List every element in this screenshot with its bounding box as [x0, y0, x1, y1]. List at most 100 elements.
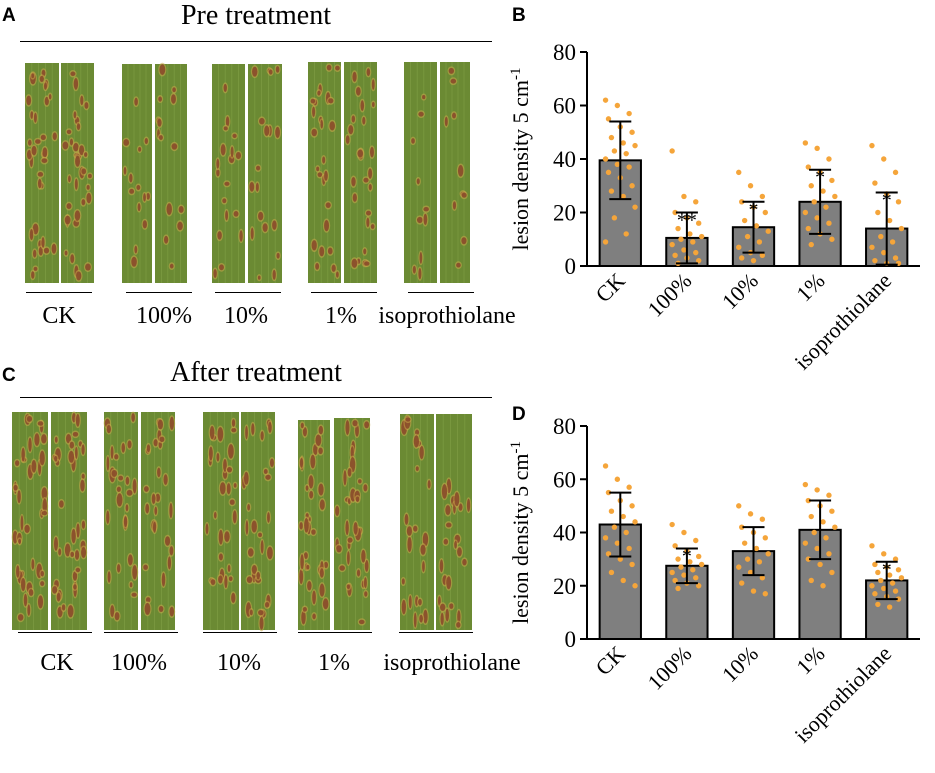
point-b-3-14 [805, 225, 812, 232]
pre-treatment-rule [20, 41, 492, 43]
point-d-3-2 [826, 492, 832, 498]
point-d-2-11 [736, 564, 742, 570]
point-b-2-0 [736, 169, 742, 176]
point-b-0-10 [623, 150, 629, 157]
point-b-2-15 [750, 257, 757, 264]
point-b-3-17 [808, 241, 814, 248]
underline-c-iso [399, 632, 473, 634]
point-d-0-18 [620, 577, 626, 584]
after-treatment-title: After treatment [170, 357, 342, 388]
point-d-3-12 [814, 545, 820, 552]
label-c-1: 1% [318, 650, 350, 676]
x-tick-label-d-2: 10% [717, 641, 763, 687]
significance-b-4: * [882, 189, 892, 211]
leaves-pre-treatment [25, 62, 470, 283]
leaf-strip-c0-1 [50, 411, 88, 630]
y-tick-label-b-2: 40 [553, 147, 576, 172]
leaf-strip-c1-0 [103, 411, 139, 630]
point-b-2-3 [739, 199, 745, 205]
point-d-1-2 [693, 537, 699, 544]
leaf-strip-c0-0 [11, 412, 49, 630]
point-d-3-16 [829, 569, 835, 576]
point-d-0-3 [605, 489, 612, 496]
significance-d-4: * [882, 559, 892, 581]
point-b-2-1 [747, 183, 754, 189]
point-b-4-10 [889, 239, 896, 245]
leaf-strip-a0-1 [61, 63, 94, 283]
point-d-3-1 [814, 487, 820, 493]
point-b-3-5 [829, 177, 835, 184]
point-b-1-13 [693, 249, 699, 256]
point-b-0-0 [602, 97, 609, 103]
point-d-2-7 [753, 545, 760, 552]
point-b-4-9 [878, 233, 884, 240]
panel-letter-a: A [2, 5, 16, 26]
point-b-0-2 [626, 110, 632, 117]
point-d-0-13 [626, 545, 632, 552]
y-tick-label-b-4: 80 [553, 40, 576, 65]
point-b-3-0 [802, 140, 809, 146]
leaf-strip-a1-0 [122, 64, 152, 283]
point-b-1-6 [675, 225, 681, 232]
label-c-10: 10% [217, 650, 261, 676]
point-d-0-15 [617, 556, 623, 562]
point-b-4-7 [886, 217, 893, 224]
point-b-3-11 [802, 209, 809, 216]
point-b-3-8 [832, 193, 838, 200]
point-d-4-7 [886, 572, 893, 578]
label-a-10: 10% [224, 303, 268, 329]
point-d-4-11 [869, 583, 875, 589]
point-d-0-12 [614, 540, 621, 546]
point-b-3-13 [826, 220, 832, 226]
point-d-4-0 [869, 543, 875, 549]
point-d-4-14 [872, 591, 878, 597]
point-b-1-10 [690, 239, 696, 245]
point-b-1-2 [693, 199, 699, 205]
underline-c-ck [18, 632, 92, 634]
x-tick-label-d-1: 100% [642, 641, 696, 695]
point-b-4-8 [898, 225, 905, 232]
point-d-2-10 [756, 559, 763, 565]
point-d-4-9 [878, 577, 884, 584]
point-b-2-7 [753, 223, 760, 229]
point-d-2-12 [747, 569, 754, 576]
y-tick-label-b-3: 60 [553, 94, 576, 119]
point-b-2-5 [762, 209, 768, 216]
leaf-strip-c1-1 [141, 412, 176, 630]
point-d-0-16 [629, 561, 635, 568]
point-d-3-18 [820, 583, 826, 589]
point-b-4-1 [881, 156, 887, 162]
leaf-strip-a3-1 [344, 62, 377, 283]
significance-d-1: * [682, 545, 692, 567]
y-axis-label-d: lesion density 5 cm-1 [508, 441, 533, 624]
point-b-0-9 [611, 148, 618, 154]
point-b-1-9 [678, 236, 684, 242]
point-b-2-10 [756, 239, 763, 245]
point-d-0-7 [620, 513, 626, 520]
point-d-4-17 [875, 601, 881, 608]
y-tick-label-b-1: 20 [553, 201, 576, 226]
point-b-0-16 [629, 183, 635, 189]
leaf-strip-c2-0 [203, 412, 239, 630]
y-tick-label-d-2: 40 [553, 521, 576, 546]
x-tick-label-d-3: 1% [791, 641, 829, 679]
point-d-3-9 [811, 529, 817, 536]
point-d-4-5 [895, 567, 902, 573]
leaf-strip-a2-0 [212, 64, 245, 283]
point-d-3-6 [808, 513, 814, 520]
y-tick-label-d-4: 80 [553, 414, 576, 439]
y-axis-label-superscript-d: -1 [508, 441, 524, 454]
point-b-0-21 [623, 231, 629, 237]
point-d-1-10 [690, 567, 696, 573]
point-d-1-9 [678, 564, 684, 570]
leaf-strip-a3-0 [308, 62, 341, 283]
point-b-1-5 [695, 220, 702, 226]
point-d-0-14 [605, 551, 612, 557]
y-axis-label-superscript-b: -1 [508, 68, 524, 81]
underline-a-1 [311, 292, 377, 294]
point-b-0-19 [632, 204, 638, 210]
point-b-3-3 [805, 164, 812, 170]
point-b-1-1 [681, 193, 687, 200]
